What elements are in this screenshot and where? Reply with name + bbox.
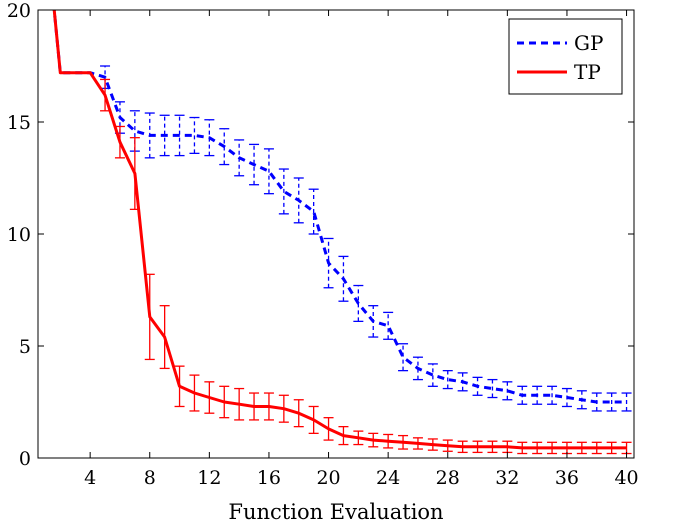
x-tick-label: 28 bbox=[436, 467, 460, 489]
legend: GP TP bbox=[508, 18, 623, 95]
series-gp bbox=[52, 10, 632, 412]
x-tick-label: 36 bbox=[555, 467, 579, 489]
x-tick-label: 32 bbox=[495, 467, 519, 489]
legend-label-gp: GP bbox=[574, 31, 603, 55]
error-bar-gp bbox=[263, 148, 274, 195]
series-tp bbox=[52, 10, 632, 455]
error-bar-gp bbox=[442, 369, 453, 390]
series-layer bbox=[52, 10, 632, 455]
legend-box bbox=[508, 18, 623, 95]
error-bar-gp bbox=[621, 392, 632, 412]
y-tick-label: 5 bbox=[19, 336, 31, 358]
y-tick-label: 20 bbox=[7, 0, 31, 22]
x-tick-label: 16 bbox=[257, 467, 281, 489]
x-axis-title: Function Evaluation bbox=[228, 500, 443, 524]
error-bar-gp bbox=[159, 114, 170, 157]
error-bar-gp bbox=[427, 363, 438, 387]
error-bar-gp bbox=[398, 343, 409, 372]
series-line-tp bbox=[52, 10, 627, 450]
error-bar-gp bbox=[189, 116, 200, 155]
y-tick-label: 0 bbox=[19, 448, 31, 470]
error-bar-gp bbox=[412, 356, 423, 381]
error-bar-gp bbox=[561, 387, 572, 408]
x-tick-label: 40 bbox=[614, 467, 638, 489]
error-bar-gp bbox=[487, 378, 498, 399]
error-bar-gp bbox=[308, 188, 319, 235]
error-bar-gp bbox=[606, 392, 617, 412]
x-tick-label: 8 bbox=[144, 467, 156, 489]
ticks-layer: 4 8 12 16 20 24 28 32 36 40 0 5 10 15 20 bbox=[7, 0, 639, 489]
error-bar-gp bbox=[383, 311, 394, 340]
y-tick-label: 15 bbox=[7, 112, 31, 134]
x-tick-label: 12 bbox=[197, 467, 221, 489]
error-bar-gp bbox=[502, 381, 513, 401]
x-tick-label: 24 bbox=[376, 467, 400, 489]
x-tick-label: 20 bbox=[316, 467, 340, 489]
error-bar-gp bbox=[278, 168, 289, 215]
y-tick-label: 10 bbox=[7, 224, 31, 246]
error-bar-gp bbox=[249, 143, 260, 186]
error-bar-gp bbox=[547, 385, 558, 405]
x-tick-label: 4 bbox=[84, 467, 96, 489]
legend-label-tp: TP bbox=[574, 60, 601, 84]
series-line-gp bbox=[52, 10, 627, 404]
error-bar-gp bbox=[174, 114, 185, 157]
